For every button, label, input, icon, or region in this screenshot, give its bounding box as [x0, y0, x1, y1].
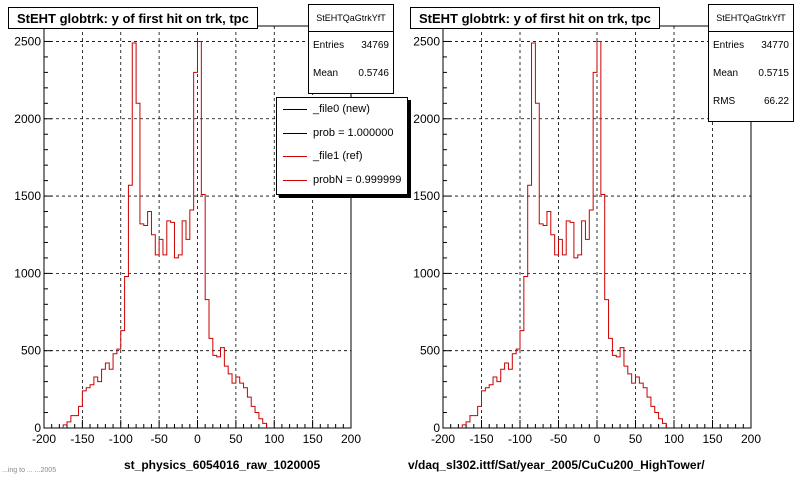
histogram-plot-left: -200 -150 -100 -50 0 50 100 150 2000500100015002…	[14, 25, 361, 446]
x-tick-label: 50	[629, 432, 643, 446]
stats-value: 0.5746	[358, 68, 389, 79]
stats-row-rms: RMS 66.22	[709, 88, 793, 116]
stats-row-entries: Entries 34770	[709, 32, 793, 60]
y-tick-label: 1500	[413, 189, 440, 203]
y-tick-label: 0	[34, 421, 41, 435]
x-tick-label: -200	[32, 432, 56, 446]
x-axis-title: st_physics_6054016_raw_1020005	[124, 458, 321, 472]
stats-box: StEHTQaGtrkYfT Entries 34769 Mean 0.5746	[308, 4, 394, 94]
legend-item: _file0 (new)	[277, 98, 407, 122]
x-axis-title: v/daq_sl302.ittf/Sat/year_2005/CuCu200_H…	[408, 458, 705, 472]
x-tick-label: -150	[70, 432, 94, 446]
legend-label: probN = 0.999999	[313, 173, 402, 186]
histogram-series	[62, 40, 268, 428]
stats-box: StEHTQaGtrkYfT Entries 34770 Mean 0.5715…	[708, 4, 794, 122]
legend-label: _file1 (ref)	[313, 150, 363, 162]
x-tick-label: -100	[508, 432, 532, 446]
stats-label: Entries	[713, 40, 745, 51]
stats-row-mean: Mean 0.5746	[309, 60, 393, 88]
x-tick-label: 50	[229, 432, 243, 446]
stats-name: StEHTQaGtrkYfT	[709, 5, 793, 32]
y-tick-label: 1000	[14, 266, 41, 280]
stats-row-entries: Entries 34769	[309, 32, 393, 60]
x-tick-label: -150	[469, 432, 493, 446]
legend-label: prob = 1.000000	[313, 126, 394, 139]
y-tick-label: 1500	[14, 189, 41, 203]
x-tick-label: -100	[109, 432, 133, 446]
histogram-pad-left: -200 -150 -100 -50 0 50 100 150 200 0 500 1000 1500 2…	[8, 4, 408, 472]
x-tick-label: 150	[702, 432, 722, 446]
x-tick-label: 200	[741, 432, 761, 446]
x-tick-label: 100	[264, 432, 284, 446]
legend-line	[283, 156, 307, 157]
x-tick-label: 100	[664, 432, 684, 446]
stats-value: 0.5715	[758, 68, 789, 79]
histogram-plot-right: -200 -150 -100 -50 0 50 100 150 2000500100015002…	[413, 25, 761, 446]
x-tick-label: 200	[341, 432, 361, 446]
legend-item: prob = 1.000000	[277, 122, 407, 146]
legend-label: _file0 (new)	[313, 103, 370, 115]
y-tick-label: 2500	[14, 34, 41, 48]
x-tick-label: 0	[194, 432, 201, 446]
legend-line	[283, 179, 307, 181]
stats-value: 66.22	[763, 96, 789, 107]
y-tick-label: 2000	[14, 112, 41, 126]
legend: _file0 (new) prob = 1.000000 _file1 (ref…	[276, 97, 408, 195]
x-tick-label: 150	[303, 432, 323, 446]
y-tick-label: 500	[420, 344, 440, 358]
stats-label: RMS	[713, 96, 736, 107]
y-tick-label: 2500	[413, 34, 440, 48]
x-tick-label: -200	[431, 432, 455, 446]
y-tick-label: 500	[21, 344, 41, 358]
stats-value: 34769	[361, 40, 389, 51]
x-tick-label: -50	[550, 432, 568, 446]
x-tick-label: 0	[594, 432, 601, 446]
x-tick-label: -50	[150, 432, 168, 446]
histogram-series	[461, 40, 667, 428]
y-tick-label: 2000	[413, 112, 440, 126]
legend-item: probN = 0.999999	[277, 169, 407, 193]
pad-title: StEHT globtrk: y of first hit on trk, tp…	[8, 7, 258, 29]
legend-item: _file1 (ref)	[277, 145, 407, 169]
y-tick-label: 0	[433, 421, 440, 435]
legend-line	[283, 132, 307, 134]
pad-title: StEHT globtrk: y of first hit on trk, tp…	[410, 7, 660, 29]
histogram-pad-right: -200 -150 -100 -50 0 50 100 150 200 0 500 1000 1500 2…	[400, 0, 800, 480]
legend-line	[283, 109, 307, 110]
stats-label: Entries	[313, 40, 345, 51]
y-tick-label: 1000	[413, 266, 440, 280]
stats-name: StEHTQaGtrkYfT	[309, 5, 393, 32]
stats-row-mean: Mean 0.5715	[709, 60, 793, 88]
stats-label: Mean	[713, 68, 739, 79]
stats-label: Mean	[313, 68, 339, 79]
stats-value: 34770	[761, 40, 789, 51]
footer-text: ...ing to ... ...2005	[2, 467, 57, 474]
